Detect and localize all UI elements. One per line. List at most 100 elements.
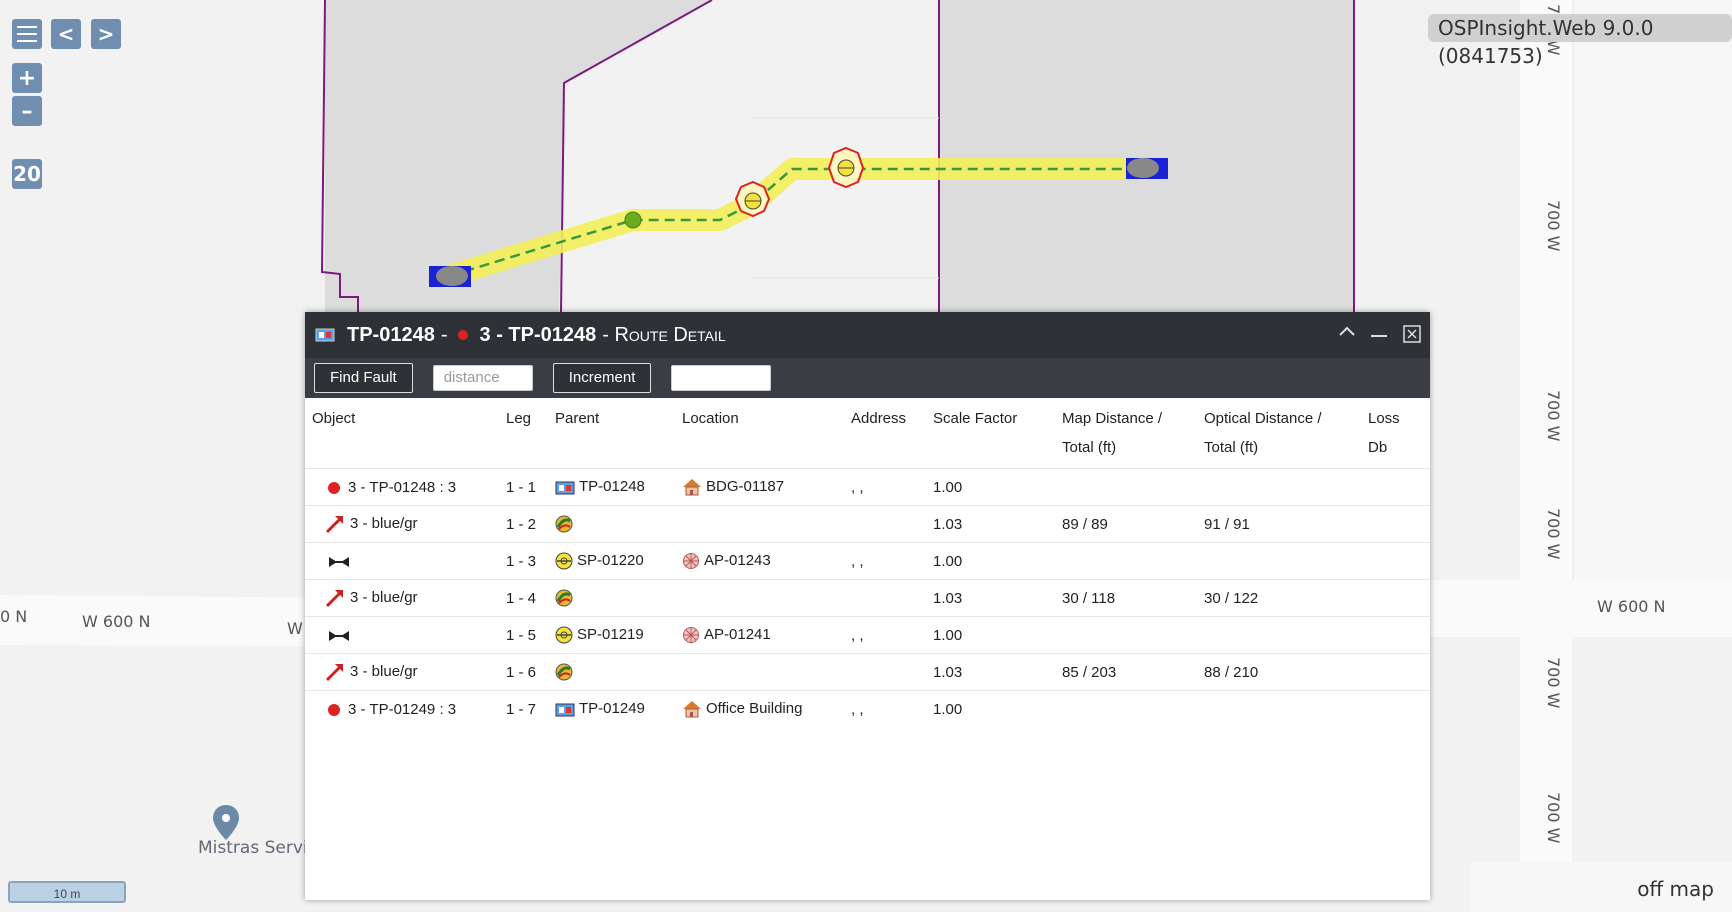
splice-point-marker[interactable] [827,146,865,189]
increment-input[interactable] [671,365,772,391]
table-row[interactable]: 3 - blue/gr 1 - 2 1.03 89 / 89 91 / 91 [305,505,1430,543]
col-header-location[interactable]: Location [682,410,739,427]
minimize-icon[interactable] [1370,322,1388,343]
cell-map-distance: 30 / 118 [1055,579,1197,617]
cell-optical-distance [1197,542,1361,580]
cell-scale-factor: 1.00 [926,542,1055,580]
collapse-icon[interactable] [1338,322,1356,343]
poi-label: Mistras Servic [198,838,317,858]
cell-optical-distance: 88 / 210 [1197,653,1361,691]
object-label: 3 - TP-01249 : 3 [348,700,457,718]
cable-arrow-icon [312,589,350,608]
terminal-panel-icon [315,328,335,342]
off-map-label: off map [1637,877,1714,901]
col-header-leg[interactable]: Leg [506,410,532,427]
dialog-titlebar[interactable]: TP-01248 - 3 - TP-01248 - Route Detail [305,312,1430,358]
zoom-out-button[interactable]: – [12,96,42,126]
cell-object[interactable]: 3 - blue/gr [305,579,499,617]
cell-leg: 1 - 1 [499,468,548,506]
cell-loss-db [1361,542,1430,580]
cell-map-distance [1055,542,1197,580]
table-row[interactable]: 3 - TP-01249 : 3 1 - 7 TP-01249 Office Buil… [305,690,1430,727]
cell-object[interactable]: 3 - TP-01248 : 3 [305,468,499,506]
cell-leg: 1 - 2 [499,505,548,543]
location-label: AP-01243 [704,551,771,569]
close-icon[interactable] [1403,325,1421,348]
cell-map-distance [1055,468,1197,506]
route-detail-dialog: TP-01248 - 3 - TP-01248 - Route Detail F… [305,312,1430,900]
cell-location[interactable] [675,505,844,543]
col-header-parent[interactable]: Parent [555,410,600,427]
cell-address [844,579,926,617]
parent-label: SP-01220 [577,551,644,569]
dialog-toolbar: Find Fault distance Increment [305,358,1430,398]
table-header-row: Object Leg Parent Location Address Scale… [305,398,1430,469]
col-header-map-distance[interactable]: Map Distance / Total (ft) [1062,410,1163,456]
back-button[interactable]: < [51,19,81,49]
route-node[interactable] [624,211,642,229]
splice-point-icon [555,552,577,570]
find-fault-button[interactable]: Find Fault [314,363,413,393]
cell-parent[interactable] [548,653,675,691]
location-label: BDG-01187 [706,477,785,495]
cell-address: , , [844,616,926,654]
building-icon [682,478,706,496]
cell-parent[interactable]: SP-01220 [548,542,675,580]
cable-icon [555,589,577,607]
col-header-optical-distance[interactable]: Optical Distance / Total (ft) [1204,410,1322,456]
table-row[interactable]: 3 - TP-01248 : 3 1 - 1 TP-01248 BDG-01187 , … [305,468,1430,506]
location-label: Office Building [706,699,803,717]
poi-pin-icon[interactable] [213,805,239,840]
cell-location[interactable] [675,579,844,617]
col-header-object[interactable]: Object [312,410,356,427]
cell-location[interactable]: BDG-01187 [675,468,844,506]
menu-button[interactable] [12,19,42,49]
object-label: 3 - TP-01248 : 3 [348,478,457,496]
table-row[interactable]: 3 - blue/gr 1 - 6 1.03 85 / 203 88 / 210 [305,653,1430,691]
road-label: 700 W [1544,657,1563,709]
cell-loss-db [1361,690,1430,727]
location-label: AP-01241 [704,625,771,643]
splice-point-marker[interactable] [734,180,771,218]
red-dot-icon [457,330,468,340]
cell-parent[interactable]: SP-01219 [548,616,675,654]
cell-object[interactable] [305,542,499,580]
cell-scale-factor: 1.00 [926,690,1055,727]
table-row[interactable]: 1 - 3 SP-01220 AP-01243 , , 1.00 [305,542,1430,580]
col-header-loss-db[interactable]: Loss Db [1368,410,1400,456]
cell-parent[interactable] [548,505,675,543]
road-label: W [287,619,303,638]
forward-button[interactable]: > [91,19,121,49]
cell-object[interactable]: 3 - blue/gr [305,505,499,543]
cell-object[interactable]: 3 - blue/gr [305,653,499,691]
zoom-level-badge: 20 [12,159,42,189]
col-header-address[interactable]: Address [851,410,907,427]
cell-loss-db [1361,616,1430,654]
cell-location[interactable] [675,653,844,691]
distance-input[interactable]: distance [432,365,533,391]
cell-location[interactable]: AP-01241 [675,616,844,654]
increment-button[interactable]: Increment [552,363,652,393]
cell-location[interactable]: Office Building [675,690,844,727]
access-point-icon [682,552,704,570]
cell-object[interactable] [305,616,499,654]
col-header-scale-factor[interactable]: Scale Factor [933,410,1018,427]
cable-icon [555,663,577,681]
cell-object[interactable]: 3 - TP-01249 : 3 [305,690,499,727]
parent-label: SP-01219 [577,625,644,643]
zoom-in-button[interactable]: + [12,63,42,93]
table-row[interactable]: 1 - 5 SP-01219 AP-01241 , , 1.00 [305,616,1430,654]
cell-parent[interactable]: TP-01249 [548,690,675,727]
cable-arrow-icon [312,515,350,534]
road-label: 0 N [0,607,28,626]
road-label: 700 W [1544,200,1563,252]
object-label: 3 - blue/gr [350,588,418,606]
cell-location[interactable]: AP-01243 [675,542,844,580]
cable-icon [555,515,577,533]
cell-scale-factor: 1.00 [926,616,1055,654]
cell-parent[interactable] [548,579,675,617]
table-row[interactable]: 3 - blue/gr 1 - 4 1.03 30 / 118 30 / 122 [305,579,1430,617]
cell-map-distance: 89 / 89 [1055,505,1197,543]
cell-parent[interactable]: TP-01248 [548,468,675,506]
off-map-panel: off map [1470,862,1732,912]
